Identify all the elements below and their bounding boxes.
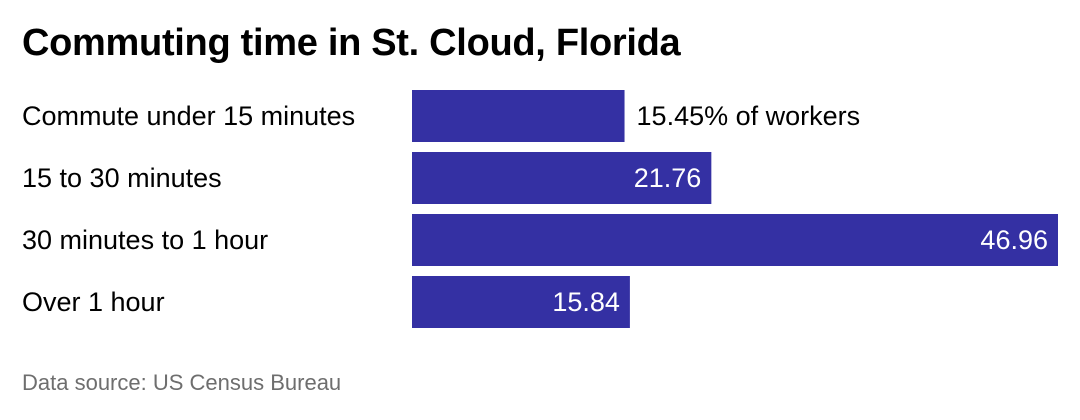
- category-label: Commute under 15 minutes: [22, 101, 355, 131]
- category-label: 30 minutes to 1 hour: [22, 225, 268, 255]
- bar-row: Over 1 hour 15.84: [22, 276, 630, 328]
- bar-row: Commute under 15 minutes 15.45% of worker…: [22, 90, 860, 142]
- bar: [412, 276, 630, 328]
- value-label: 15.84: [552, 287, 620, 317]
- bar-row: 30 minutes to 1 hour 46.96: [22, 214, 1058, 266]
- bar-chart: Commute under 15 minutes 15.45% of worker…: [22, 90, 1058, 328]
- bars-layer: Commute under 15 minutes 15.45% of worker…: [22, 90, 1058, 328]
- chart-title: Commuting time in St. Cloud, Florida: [22, 22, 681, 64]
- bar: [412, 214, 1058, 266]
- value-label: 15.45% of workers: [637, 101, 861, 131]
- bar-row: 15 to 30 minutes 21.76: [22, 152, 712, 204]
- category-label: 15 to 30 minutes: [22, 163, 222, 193]
- bar: [412, 90, 625, 142]
- value-label: 21.76: [634, 163, 702, 193]
- value-label: 46.96: [980, 225, 1048, 255]
- data-source: Data source: US Census Bureau: [22, 370, 342, 395]
- bar: [412, 152, 712, 204]
- category-label: Over 1 hour: [22, 287, 165, 317]
